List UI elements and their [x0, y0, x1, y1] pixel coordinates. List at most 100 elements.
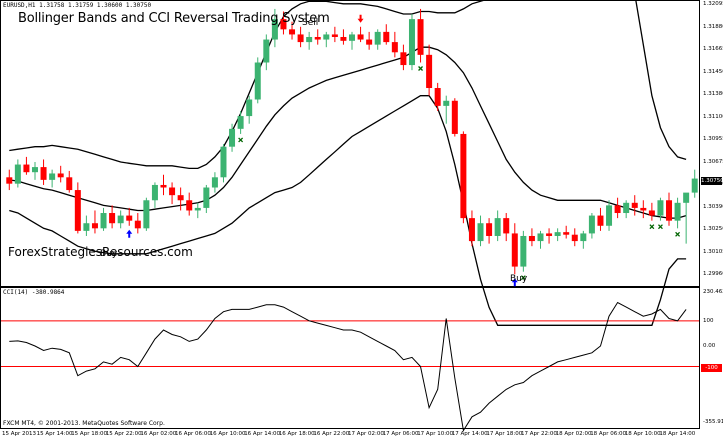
candle-body — [460, 133, 467, 219]
candle-body — [528, 235, 535, 242]
time-axis-label: 16 Apr 22:00 — [313, 431, 350, 437]
candle-body — [194, 207, 201, 211]
symbol-info: EURUSD,H1 1.31758 1.31759 1.30600 1.3075… — [3, 2, 152, 9]
candle-body — [623, 202, 630, 214]
time-axis-label: 16 Apr 06:00 — [175, 431, 211, 437]
candle-body — [417, 19, 424, 55]
candle-body — [588, 215, 595, 234]
price-axis-label: 1.30250 — [703, 226, 723, 232]
price-pane-border — [0, 0, 700, 287]
candle-body — [6, 177, 13, 184]
candle-body — [374, 31, 381, 45]
candle-body — [280, 19, 287, 30]
candle-body — [49, 173, 56, 180]
time-axis-label: 16 Apr 10:00 — [209, 431, 246, 437]
cci-info: CCI(14) -380.9864 — [3, 289, 65, 296]
sell-label: Sell — [302, 18, 319, 28]
candle-body — [323, 34, 330, 40]
x-marker — [238, 137, 244, 143]
price-axis-label: 1.30390 — [703, 203, 723, 210]
candle-body — [511, 233, 518, 267]
candle-body — [486, 223, 493, 236]
buy-label-2: Buy — [510, 274, 528, 284]
candle-body — [229, 128, 236, 147]
price-axis-label: 1.31880 — [703, 23, 723, 30]
candle-body — [691, 178, 698, 193]
cci-axis-label: 0.00 — [703, 343, 716, 349]
x-marker — [520, 275, 526, 281]
candle-body — [580, 233, 587, 242]
price-axis-label: 1.31665 — [703, 46, 723, 52]
time-axis-label: 18 Apr 14:00 — [659, 431, 696, 437]
candle-body — [126, 215, 133, 221]
candle-body — [451, 100, 458, 134]
candle-body — [177, 195, 184, 201]
x-marker — [418, 66, 424, 71]
candle-body — [331, 34, 338, 37]
cci-scale[interactable] — [700, 287, 723, 429]
time-axis-label: 15 Apr 14:00 — [36, 431, 73, 437]
candle-body — [666, 200, 673, 221]
candle-body — [477, 223, 484, 242]
candle-body — [314, 36, 321, 40]
candle-body — [468, 218, 475, 242]
candle-body — [631, 202, 638, 208]
time-axis-label: 15 Apr 22:00 — [105, 431, 142, 437]
chart-title: Bollinger Bands and CCI Reversal Trading… — [18, 11, 330, 26]
time-axis-label: 15 Apr 18:00 — [71, 431, 108, 437]
candle-body — [443, 100, 450, 106]
candle-body — [674, 202, 681, 221]
price-axis-label: 1.29960 — [703, 271, 723, 277]
candle-body — [554, 232, 561, 236]
candle-body — [271, 19, 278, 40]
bollinger-lower-line — [9, 95, 687, 326]
price-axis-label: 1.32095 — [703, 1, 723, 7]
candle-body — [151, 184, 158, 201]
candle-body — [648, 210, 655, 216]
candle-body — [434, 88, 441, 106]
bollinger-middle-line — [9, 46, 687, 219]
x-marker — [649, 224, 655, 230]
candle-body — [537, 233, 544, 242]
copyright-text: FXCM MT4, © 2001-2013. MetaQuotes Softwa… — [3, 420, 165, 427]
price-scale[interactable] — [700, 0, 723, 287]
candle-body — [211, 177, 218, 188]
candle-body — [563, 232, 570, 235]
candle-body — [66, 177, 73, 191]
price-axis-label: 1.30675 — [703, 158, 723, 165]
candle-body — [203, 187, 210, 208]
candle-body — [74, 190, 81, 231]
x-marker — [675, 231, 681, 237]
candle-body — [31, 167, 38, 173]
time-axis-label: 16 Apr 02:00 — [140, 431, 177, 437]
buy-label-1: Buy — [100, 249, 118, 259]
candle-body — [246, 99, 253, 117]
cci-axis-label: 100 — [703, 318, 714, 324]
time-axis-label: 16 Apr 18:00 — [278, 431, 315, 437]
candle-body — [160, 184, 167, 188]
candle-body — [340, 36, 347, 41]
candle-body — [683, 192, 690, 203]
bollinger-upper-line — [9, 0, 687, 170]
price-axis-label: 1.31450 — [703, 68, 723, 75]
time-axis-label: 15 Apr 2013 — [2, 431, 37, 437]
candle-body — [391, 42, 398, 53]
time-axis-label: 17 Apr 10:00 — [417, 431, 454, 437]
candle-body — [640, 207, 647, 211]
time-axis-label: 18 Apr 06:00 — [590, 431, 627, 437]
candle-body — [14, 164, 21, 184]
candle-body — [657, 200, 664, 216]
time-axis-label: 16 Apr 14:00 — [244, 431, 281, 437]
candle-body — [606, 205, 613, 226]
candle-body — [546, 233, 553, 236]
candle-body — [426, 54, 433, 89]
candle-body — [289, 29, 296, 35]
cci-axis-label: -355.9172 — [703, 419, 723, 425]
time-axis-label: 18 Apr 02:00 — [555, 431, 592, 437]
candle-body — [383, 31, 390, 43]
candle-body — [400, 52, 407, 66]
candle-body — [297, 34, 304, 43]
time-axis-label: 17 Apr 18:00 — [486, 431, 523, 437]
